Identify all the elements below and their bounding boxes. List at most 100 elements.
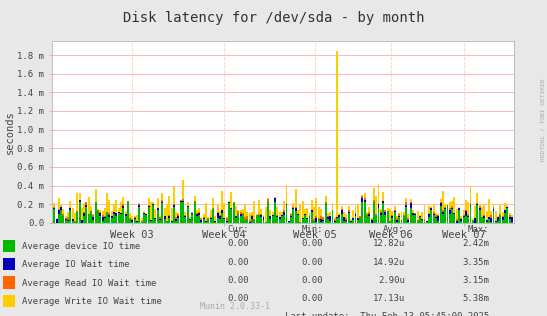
Bar (255, 215, 258, 223)
Bar (357, 204, 359, 218)
Bar (56, 218, 57, 219)
Bar (207, 217, 210, 218)
Bar (293, 208, 294, 209)
Bar (127, 201, 129, 202)
Bar (230, 210, 232, 223)
Bar (495, 221, 497, 222)
Bar (304, 214, 306, 215)
Bar (161, 202, 164, 203)
Bar (350, 221, 352, 222)
Bar (334, 222, 336, 223)
Bar (131, 222, 133, 223)
Bar (423, 219, 426, 222)
Bar (228, 202, 230, 203)
Bar (502, 217, 504, 220)
Bar (490, 216, 492, 218)
Bar (331, 210, 334, 223)
Bar (430, 209, 432, 210)
Bar (440, 199, 441, 202)
Y-axis label: seconds: seconds (5, 110, 15, 154)
Bar (313, 219, 315, 221)
Bar (247, 220, 248, 223)
Bar (212, 208, 214, 209)
Bar (136, 221, 138, 222)
Bar (212, 209, 214, 223)
Bar (143, 214, 145, 223)
Bar (58, 209, 60, 210)
Text: 0.00: 0.00 (228, 276, 249, 285)
Bar (159, 220, 161, 223)
Bar (194, 201, 195, 202)
Bar (205, 221, 207, 222)
Bar (173, 207, 175, 223)
Text: Min:: Min: (301, 225, 323, 234)
Bar (65, 218, 67, 219)
Bar (352, 220, 354, 223)
Text: 17.13u: 17.13u (373, 295, 405, 303)
Bar (343, 212, 345, 216)
Bar (499, 205, 502, 214)
Bar (408, 220, 409, 222)
Bar (281, 215, 283, 216)
Bar (237, 211, 239, 214)
Bar (389, 209, 391, 221)
Bar (354, 206, 357, 212)
Bar (221, 191, 223, 210)
Bar (492, 204, 494, 207)
Bar (283, 210, 285, 212)
Bar (97, 211, 99, 223)
Bar (240, 216, 242, 223)
Bar (479, 208, 481, 210)
Bar (196, 214, 198, 216)
Bar (232, 204, 235, 223)
Bar (299, 222, 301, 223)
Bar (125, 211, 126, 214)
Bar (293, 203, 294, 207)
Bar (502, 216, 504, 217)
Bar (396, 220, 398, 222)
Bar (354, 216, 357, 223)
Bar (166, 204, 168, 221)
Bar (509, 219, 510, 223)
Bar (267, 202, 269, 223)
Text: Last update:  Thu Feb 13 05:45:00 2025: Last update: Thu Feb 13 05:45:00 2025 (286, 312, 490, 316)
Text: 0.00: 0.00 (301, 295, 323, 303)
Bar (380, 215, 382, 223)
Bar (456, 209, 458, 219)
Bar (203, 216, 205, 218)
Bar (465, 211, 467, 216)
Bar (362, 196, 363, 198)
Bar (474, 218, 476, 223)
Bar (83, 213, 85, 216)
Bar (152, 205, 154, 223)
Bar (435, 215, 437, 217)
Bar (276, 217, 278, 223)
Bar (161, 200, 164, 202)
Bar (364, 202, 366, 223)
Bar (224, 218, 225, 219)
Bar (461, 218, 462, 219)
Bar (492, 209, 494, 211)
Bar (465, 216, 467, 223)
Bar (428, 213, 430, 214)
Bar (157, 208, 159, 209)
Bar (385, 210, 386, 212)
Bar (430, 206, 432, 208)
Bar (318, 218, 319, 219)
Bar (440, 203, 441, 206)
Bar (362, 198, 363, 202)
Bar (159, 217, 161, 219)
Bar (79, 199, 80, 200)
Text: 0.00: 0.00 (301, 258, 323, 267)
Bar (177, 218, 179, 223)
Bar (88, 197, 90, 214)
Bar (65, 219, 67, 221)
Bar (53, 207, 55, 208)
Bar (490, 218, 492, 222)
Bar (274, 202, 276, 223)
Bar (438, 215, 439, 216)
Bar (320, 219, 322, 222)
Text: Average IO Wait time: Average IO Wait time (22, 260, 130, 269)
Bar (345, 214, 347, 218)
Bar (410, 199, 412, 202)
